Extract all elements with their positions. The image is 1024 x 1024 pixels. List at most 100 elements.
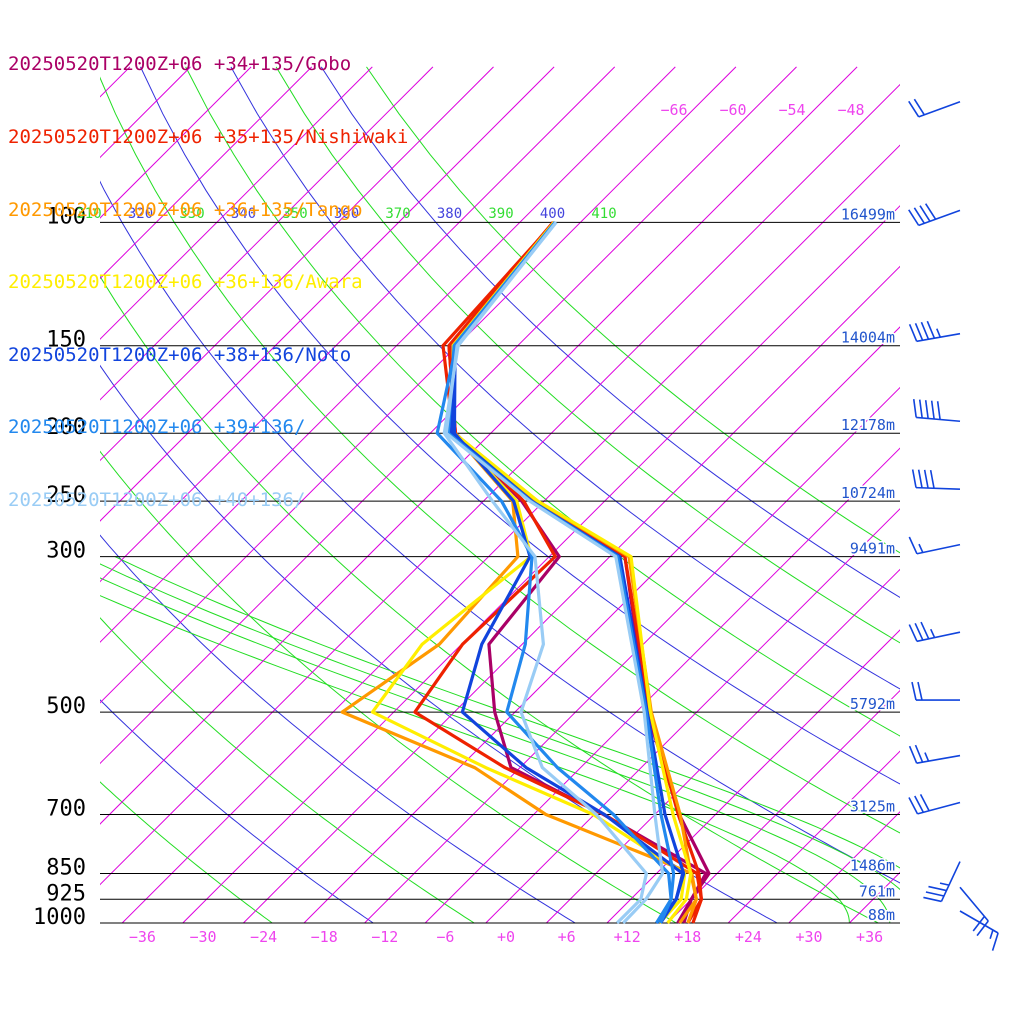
wind-barb (908, 536, 961, 555)
isotherm (910, 67, 1024, 923)
wind-barb (959, 910, 999, 951)
temperature-line (449, 221, 686, 924)
theta-label: 320 (128, 206, 153, 222)
temperature-tick-label: +24 (735, 928, 762, 946)
temperature-tick-label: −6 (436, 928, 454, 946)
isotherm (546, 568, 900, 924)
dry-adiabat (100, 275, 879, 924)
moist-adiabat (100, 577, 891, 924)
dry-adiabat (275, 66, 900, 644)
temperature-tick-label: +12 (614, 928, 641, 946)
theta-label: 410 (591, 206, 616, 222)
temperature-line (449, 221, 711, 924)
dewpoint-line (452, 221, 685, 925)
theta-label: 390 (488, 206, 513, 222)
dry-adiabat (366, 66, 900, 554)
temperature-tick-label: +6 (558, 928, 576, 946)
dry-adiabat (100, 76, 900, 834)
dry-adiabat (100, 781, 273, 924)
theta-label: 400 (540, 206, 565, 222)
temperature-line (451, 221, 699, 924)
isotherm (100, 66, 494, 462)
isotherm (100, 66, 434, 401)
pressure-label: 200 (46, 415, 86, 440)
theta-label: 350 (282, 206, 307, 222)
height-label: 12178m (841, 416, 895, 434)
moist-adiabat (114, 556, 900, 869)
pressure-label: 100 (46, 204, 86, 229)
height-label: 14004m (841, 329, 895, 347)
isotherm (100, 66, 797, 765)
isotherm (485, 508, 900, 924)
dry-adiabat (100, 534, 576, 924)
wind-barbs (908, 98, 999, 951)
wind-barb (911, 469, 961, 490)
moist-adiabat (100, 563, 900, 891)
dry-adiabat (100, 617, 475, 924)
isotherm (971, 67, 1024, 923)
dewpoint-line (435, 221, 673, 924)
isotherm (606, 629, 900, 924)
wind-barb (908, 98, 961, 118)
wind-barb (908, 320, 961, 343)
wind-barb (908, 621, 961, 643)
dry-adiabat (100, 180, 900, 884)
isotherm (303, 326, 900, 924)
temperature-tick-label: −18 (311, 928, 338, 946)
theta-label: 370 (385, 206, 410, 222)
legend-entry: 20250520T1200Z+06 +39+136/ (8, 416, 306, 439)
isotherm (100, 66, 555, 522)
pressure-label: 250 (46, 483, 86, 508)
isotherm (100, 66, 313, 280)
temperature-tick-label: −12 (371, 928, 398, 946)
isotherm (121, 144, 900, 924)
temperature-tick-label: −24 (250, 928, 277, 946)
pressure-label: 500 (46, 694, 86, 719)
dry-adiabat (230, 66, 900, 690)
height-label: 9491m (850, 540, 895, 558)
isotherm (100, 66, 737, 704)
theta-label: 340 (231, 206, 256, 222)
isotherm (243, 265, 900, 924)
isotherm (100, 66, 616, 583)
pressure-label: 925 (46, 881, 86, 906)
height-label: 1486m (850, 857, 895, 875)
isotherm-label: −60 (719, 101, 746, 119)
isotherm (727, 750, 900, 924)
dry-adiabat (320, 66, 900, 598)
isotherm (100, 66, 373, 340)
temperature-tick-label: +30 (795, 928, 822, 946)
legend-entry: 20250520T1200Z+06 +40+136/ (8, 488, 306, 511)
temperature-tick-label: +0 (497, 928, 515, 946)
isotherm (100, 66, 676, 643)
wind-barb (908, 744, 961, 764)
pressure-label: 150 (46, 328, 86, 353)
isotherm (100, 66, 858, 825)
sounding-series (340, 221, 711, 925)
height-label: 3125m (850, 797, 895, 815)
pressure-label: 850 (46, 856, 86, 881)
isotherm (100, 66, 252, 219)
isotherm-label: −54 (778, 101, 805, 119)
isotherm (364, 386, 900, 924)
theta-label: 360 (334, 206, 359, 222)
height-label: 88m (868, 906, 895, 924)
height-label: 16499m (841, 205, 895, 223)
theta-label: 310 (76, 206, 101, 222)
isotherm (182, 205, 900, 924)
dry-adiabat (100, 699, 374, 924)
dewpoint-line (370, 221, 687, 925)
temperature-tick-label: −30 (189, 928, 216, 946)
legend-entry: 20250520T1200Z+06 +36+136/Awara (8, 271, 363, 294)
temperature-tick-label: +36 (856, 928, 883, 946)
legend-entry: 20250520T1200Z+06 +34+135/Gobo (8, 53, 352, 76)
dry-adiabat (140, 66, 900, 785)
wind-barb (911, 681, 960, 701)
moist-adiabat (100, 595, 850, 924)
pressure-label: 1000 (33, 905, 86, 930)
wind-barb (908, 203, 961, 227)
dewpoint-line (442, 221, 649, 925)
legend-entry: 20250520T1200Z+06 +35+135/Nishiwaki (8, 126, 409, 148)
height-label: 5792m (850, 695, 895, 713)
